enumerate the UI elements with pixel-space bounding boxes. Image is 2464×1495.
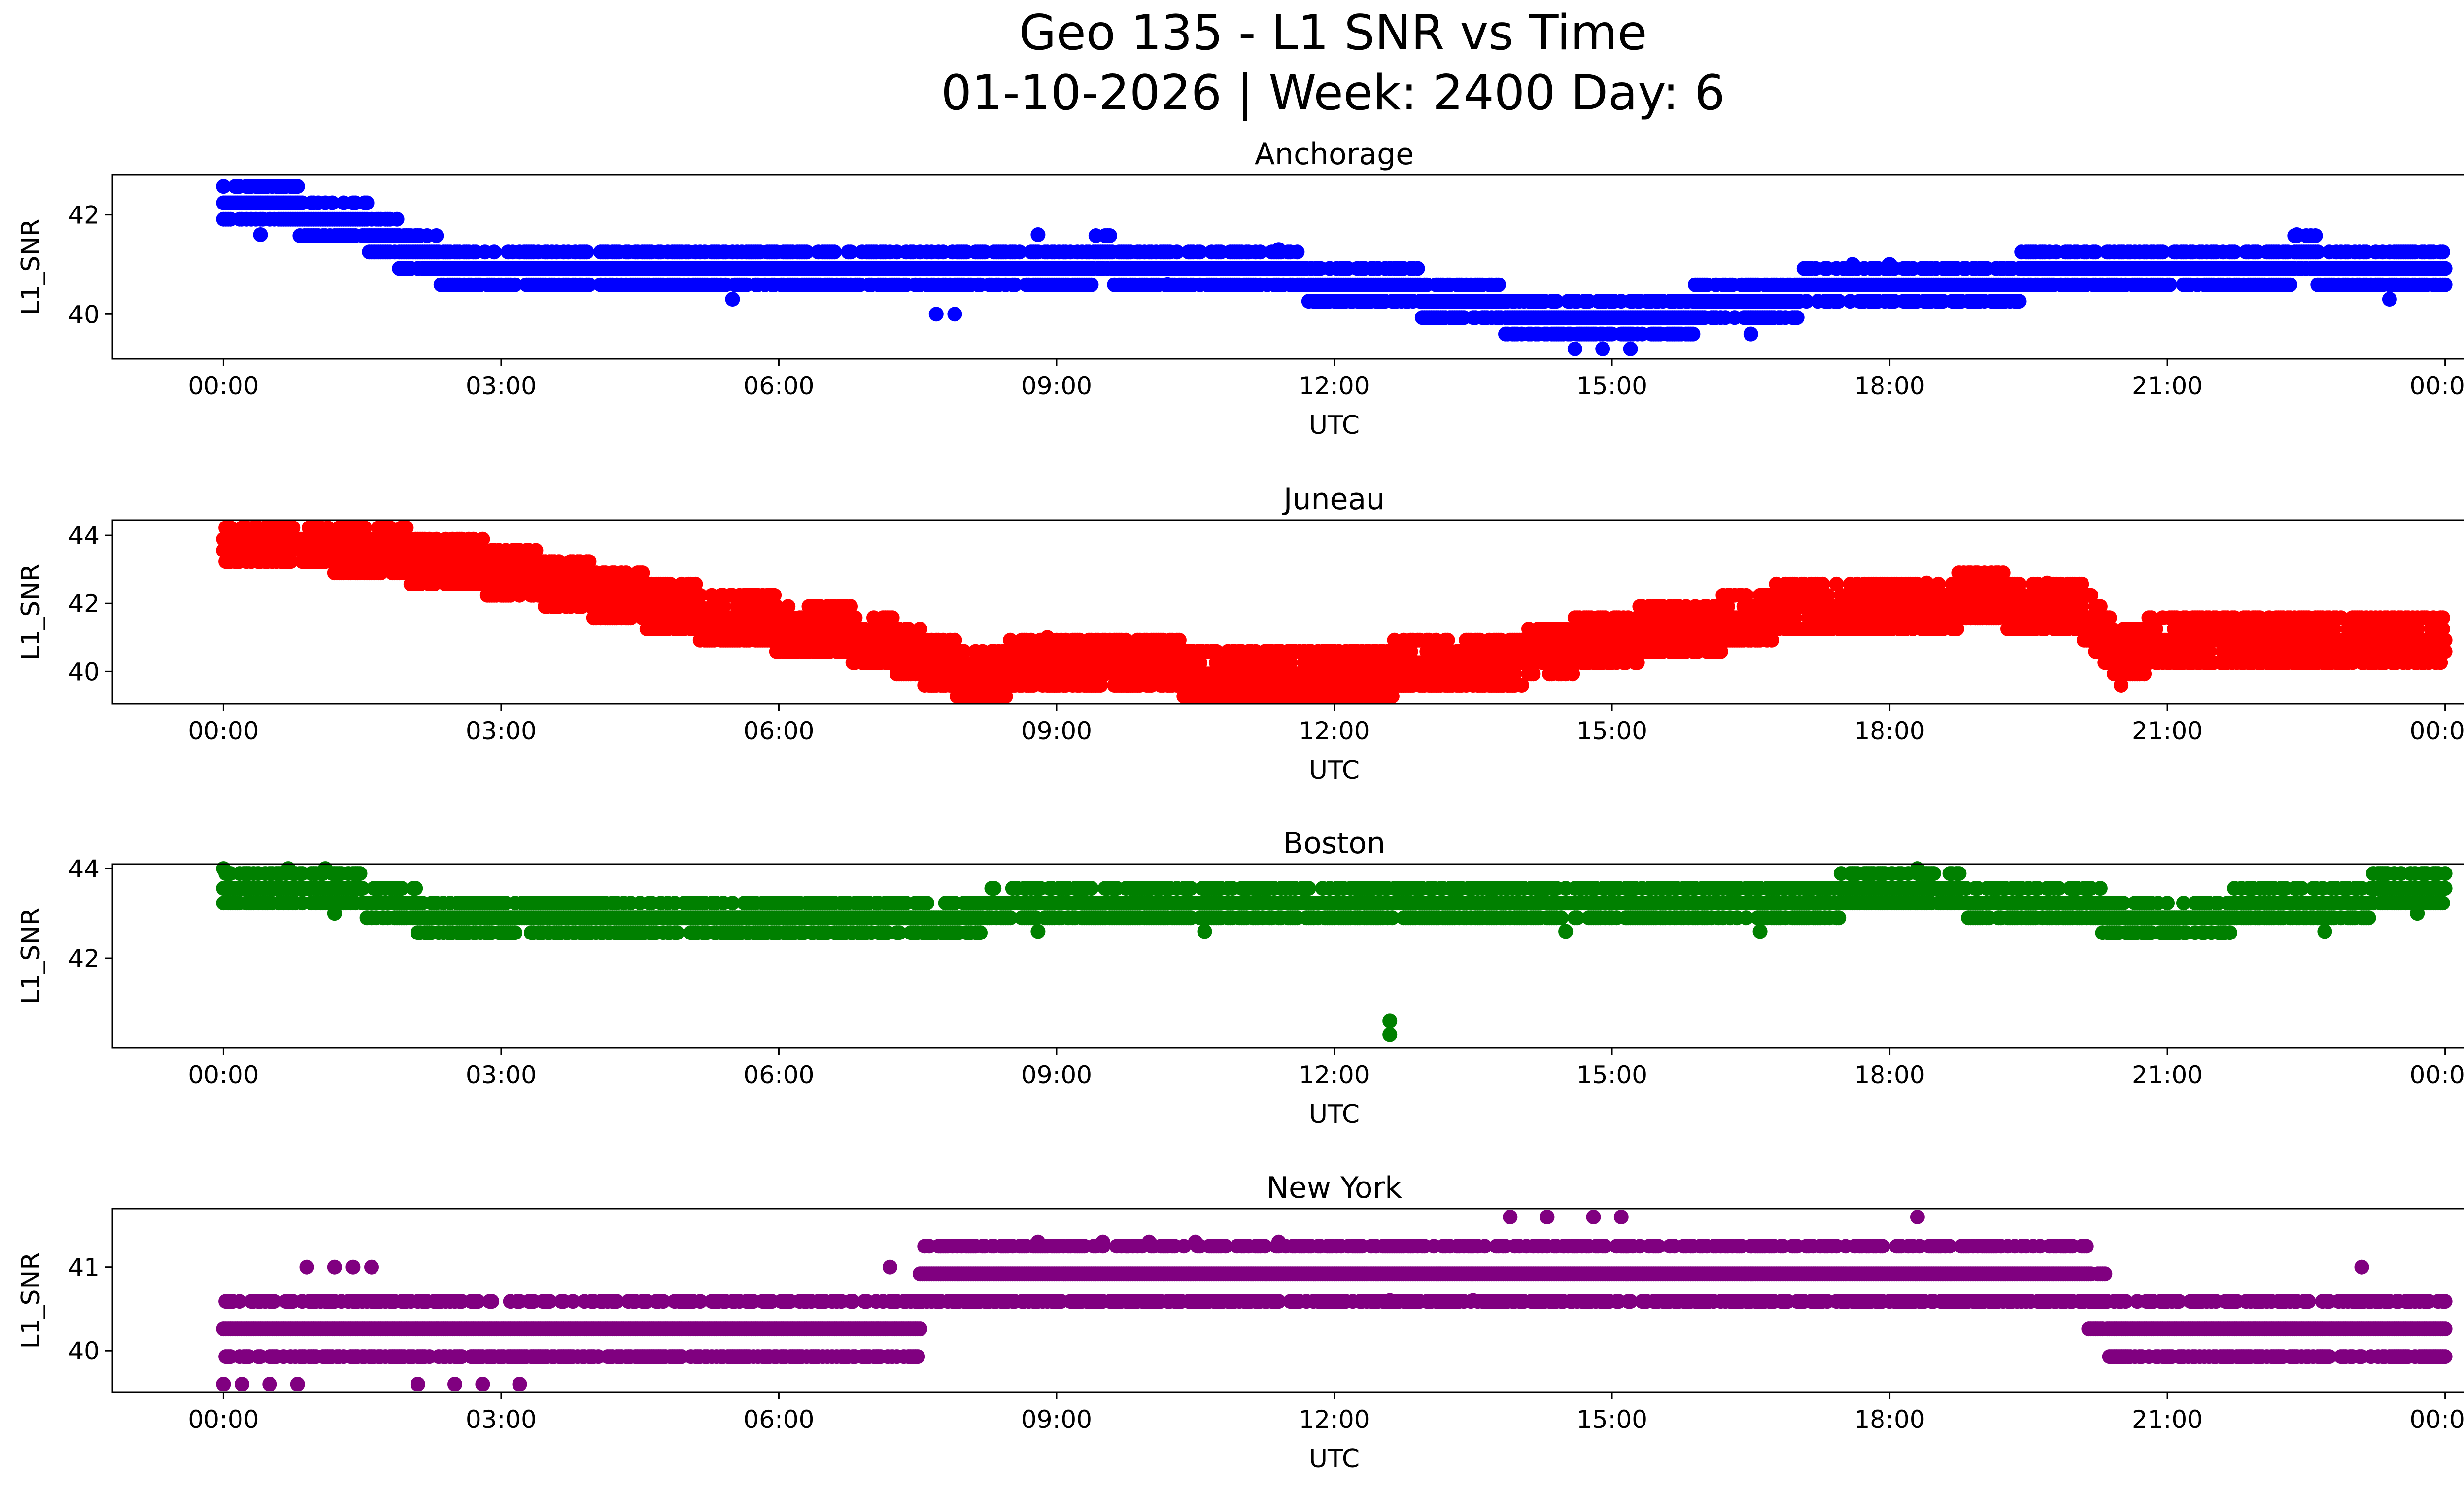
data-points: [216, 520, 2453, 704]
x-tick-label: 12:00: [1299, 372, 1369, 400]
data-point: [486, 244, 502, 260]
data-point: [429, 228, 444, 243]
data-point: [1789, 310, 1805, 325]
data-point: [1290, 244, 1305, 260]
outlier-point: [725, 292, 740, 307]
outlier-point: [1845, 257, 1860, 272]
data-point: [1169, 244, 1185, 260]
data-point: [1007, 277, 1023, 292]
outlier-point: [1743, 326, 1758, 342]
data-point: [827, 244, 842, 260]
data-point: [290, 179, 305, 194]
data-point: [2088, 244, 2103, 260]
outlier-point: [2290, 227, 2304, 242]
data-point: [2437, 277, 2453, 292]
x-tick-label: 03:00: [466, 372, 537, 400]
x-tick-label: 21:00: [2132, 372, 2203, 400]
x-tick-label: 18:00: [1854, 372, 1925, 400]
figure-title-line1: Geo 135 - L1 SNR vs Time: [1019, 5, 1647, 61]
y-tick-label: 42: [68, 201, 100, 230]
data-point: [508, 277, 523, 292]
outlier-point: [1030, 227, 1046, 242]
outlier-point: [253, 227, 268, 242]
data-point: [1102, 228, 1117, 243]
data-point: [1685, 326, 1701, 342]
data-point: [1831, 294, 1847, 309]
data-point: [1799, 294, 1814, 309]
outlier-point: [1567, 341, 1582, 356]
subplot-anchorage: Anchorage 00:00 03:00 06:00 09:00 12:00 15:00 1…: [16, 137, 2464, 440]
subplot-title: Juneau: [1282, 482, 1385, 517]
data-point: [2310, 244, 2326, 260]
data-point: [2227, 244, 2242, 260]
data-points: [216, 179, 2453, 356]
data-point: [389, 211, 405, 227]
data-point: [1012, 244, 1027, 260]
x-tick-label: 09:00: [1021, 372, 1092, 400]
x-axis-label: UTC: [1309, 411, 1360, 440]
outlier-point: [2382, 292, 2397, 307]
data-point: [2435, 244, 2450, 260]
outlier-point: [1271, 242, 1286, 257]
x-tick-label: 15:00: [1576, 372, 1647, 400]
outlier-point: [1595, 341, 1610, 356]
data-point: [799, 244, 814, 260]
data-point: [1084, 277, 1099, 292]
outlier-point: [928, 307, 944, 322]
data-point: [579, 244, 594, 260]
x-tick-label: 00:00: [188, 372, 259, 400]
outlier-point: [947, 307, 962, 322]
x-tick-label: 00:00: [2410, 372, 2464, 400]
data-point: [2308, 228, 2323, 243]
y-tick-label: 40: [68, 300, 100, 329]
outlier-point: [1882, 257, 1897, 272]
data-point: [843, 244, 858, 260]
subplot-panels: Anchorage 00:00 03:00 06:00 09:00 12:00 15:00 1…: [16, 137, 2464, 1474]
subplot-title: Anchorage: [1255, 137, 1414, 172]
data-point: [1193, 244, 1208, 260]
data-point: [2437, 261, 2453, 276]
y-axis-label: L1_SNR: [16, 218, 46, 315]
outlier-point: [1623, 341, 1638, 356]
data-point: [1253, 244, 1268, 260]
data-point: [1410, 261, 1425, 276]
x-tick-label: 06:00: [743, 372, 814, 400]
data-point: [1491, 277, 1506, 292]
data-point: [216, 179, 231, 194]
data-point: [1549, 294, 1564, 309]
data-point: [2283, 277, 2297, 292]
data-point: [2162, 277, 2177, 292]
data-point: [582, 277, 597, 292]
data-point: [359, 195, 375, 210]
data-point: [2155, 244, 2170, 260]
figure-title-line2: 01-10-2026 | Week: 2400 Day: 6: [941, 65, 1725, 121]
data-point: [2012, 294, 2027, 309]
data-point: [325, 195, 340, 210]
outlier-point: [1160, 277, 1175, 292]
